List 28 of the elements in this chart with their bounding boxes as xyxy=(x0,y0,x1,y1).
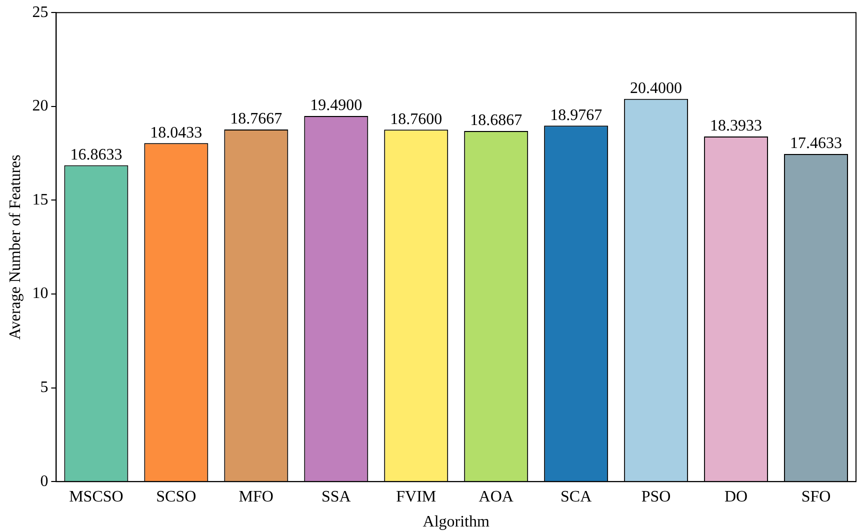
data-label: 19.4900 xyxy=(310,97,362,114)
data-label: 18.9767 xyxy=(550,106,602,124)
data-label: 18.6867 xyxy=(470,112,522,130)
x-axis-title: Algorithm xyxy=(422,514,490,531)
x-tick-label: DO xyxy=(724,488,748,506)
x-tick-label: PSO xyxy=(641,488,671,506)
data-label: 18.3933 xyxy=(710,118,762,135)
data-label: 18.7600 xyxy=(390,110,442,128)
y-axis-title: Average Number of Features xyxy=(6,154,24,340)
x-tick-label: SSA xyxy=(321,488,352,506)
y-tick-label: 5 xyxy=(40,379,48,396)
y-tick-label: 15 xyxy=(32,191,48,208)
data-label: 16.8633 xyxy=(70,146,122,164)
data-label: 18.7667 xyxy=(230,110,282,128)
x-tick-label: AOA xyxy=(478,488,514,506)
x-tick-label: SFO xyxy=(801,488,831,506)
data-label: 17.4633 xyxy=(790,135,842,152)
y-tick-label: 10 xyxy=(32,285,48,302)
x-tick-label: SCSO xyxy=(156,488,196,506)
x-tick-label: MSCSO xyxy=(69,488,124,506)
y-tick-label: 25 xyxy=(32,4,48,21)
data-label: 20.4000 xyxy=(630,80,682,98)
data-label: 18.0433 xyxy=(150,124,202,142)
x-tick-label: MFO xyxy=(238,488,274,506)
y-tick-label: 0 xyxy=(40,472,48,490)
x-tick-label: SCA xyxy=(560,488,592,506)
x-tick-label: FVIM xyxy=(396,488,436,506)
y-tick-label: 20 xyxy=(32,98,48,115)
